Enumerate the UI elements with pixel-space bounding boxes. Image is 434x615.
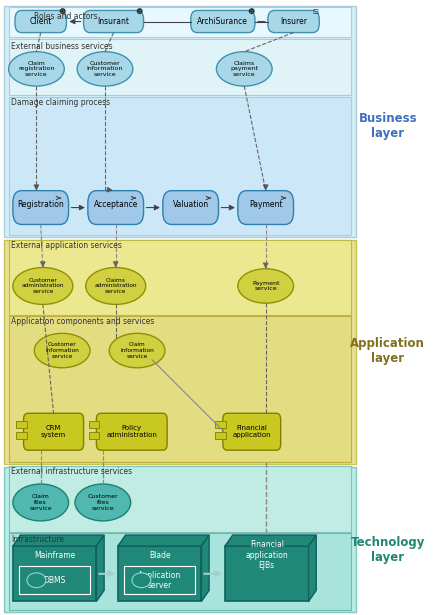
FancyBboxPatch shape xyxy=(9,7,352,37)
Text: Claims
payment
service: Claims payment service xyxy=(230,61,258,77)
Text: ☻: ☻ xyxy=(136,9,143,15)
Polygon shape xyxy=(309,535,316,601)
FancyBboxPatch shape xyxy=(163,191,219,224)
FancyBboxPatch shape xyxy=(9,466,352,532)
Ellipse shape xyxy=(132,573,151,588)
FancyBboxPatch shape xyxy=(88,191,144,224)
Text: ☻: ☻ xyxy=(247,9,254,15)
Text: Client: Client xyxy=(30,17,52,26)
Ellipse shape xyxy=(34,333,90,368)
FancyBboxPatch shape xyxy=(4,467,356,612)
Ellipse shape xyxy=(77,52,133,86)
Text: ArchiSurance: ArchiSurance xyxy=(197,17,248,26)
Text: External business services: External business services xyxy=(11,42,113,51)
Text: Customer
information
service: Customer information service xyxy=(87,61,123,77)
Text: Technology
layer: Technology layer xyxy=(351,536,425,565)
FancyBboxPatch shape xyxy=(4,240,356,464)
Text: Mainframe: Mainframe xyxy=(34,551,75,560)
Text: Infrastructure: Infrastructure xyxy=(11,535,64,544)
Text: Insurant: Insurant xyxy=(98,17,130,26)
FancyBboxPatch shape xyxy=(16,432,26,439)
Text: Financial
application: Financial application xyxy=(233,425,271,438)
Text: Damage claiming process: Damage claiming process xyxy=(11,98,110,108)
Text: Application components and services: Application components and services xyxy=(11,317,155,327)
FancyBboxPatch shape xyxy=(4,6,356,237)
Text: Claims
administration
service: Claims administration service xyxy=(95,278,137,294)
FancyBboxPatch shape xyxy=(215,421,226,428)
FancyBboxPatch shape xyxy=(84,10,144,33)
FancyBboxPatch shape xyxy=(16,421,26,428)
Ellipse shape xyxy=(75,484,131,521)
Text: Customer
administration
service: Customer administration service xyxy=(22,278,64,294)
FancyBboxPatch shape xyxy=(9,97,352,235)
Text: Payment
service: Payment service xyxy=(252,280,279,292)
Text: Application
layer: Application layer xyxy=(350,336,425,365)
Text: Customer
information
service: Customer information service xyxy=(45,343,79,359)
Text: CRM
system: CRM system xyxy=(41,425,66,438)
FancyBboxPatch shape xyxy=(13,191,69,224)
FancyBboxPatch shape xyxy=(191,10,255,33)
Text: Acceptance: Acceptance xyxy=(93,200,138,209)
FancyBboxPatch shape xyxy=(223,413,281,450)
Text: Application
server: Application server xyxy=(138,571,181,590)
Text: Claim
registration
service: Claim registration service xyxy=(18,61,55,77)
FancyBboxPatch shape xyxy=(9,39,352,95)
FancyBboxPatch shape xyxy=(238,191,293,224)
Ellipse shape xyxy=(13,484,69,521)
Ellipse shape xyxy=(109,333,165,368)
FancyBboxPatch shape xyxy=(124,566,195,594)
FancyBboxPatch shape xyxy=(89,432,99,439)
Ellipse shape xyxy=(27,573,46,588)
Text: Financial
application
EJBs: Financial application EJBs xyxy=(245,541,288,570)
Polygon shape xyxy=(118,535,209,546)
Polygon shape xyxy=(96,535,104,601)
FancyBboxPatch shape xyxy=(9,240,352,315)
FancyBboxPatch shape xyxy=(19,566,90,594)
Text: External infrastructure services: External infrastructure services xyxy=(11,467,132,477)
Text: Claim
information
service: Claim information service xyxy=(120,343,154,359)
Text: External application services: External application services xyxy=(11,241,122,250)
Text: Policy
administration: Policy administration xyxy=(106,425,157,438)
Text: ⊡: ⊡ xyxy=(312,9,318,15)
FancyBboxPatch shape xyxy=(9,316,352,462)
Ellipse shape xyxy=(13,268,73,304)
Text: Claim
files
service: Claim files service xyxy=(30,494,52,510)
Polygon shape xyxy=(225,535,316,546)
FancyBboxPatch shape xyxy=(23,413,84,450)
Text: Business
layer: Business layer xyxy=(358,112,417,140)
FancyBboxPatch shape xyxy=(215,432,226,439)
Ellipse shape xyxy=(85,268,146,304)
Ellipse shape xyxy=(238,269,293,303)
Text: DBMS: DBMS xyxy=(43,576,66,585)
Text: ☻: ☻ xyxy=(59,9,66,15)
FancyBboxPatch shape xyxy=(9,533,352,610)
FancyBboxPatch shape xyxy=(118,546,201,601)
Polygon shape xyxy=(201,535,209,601)
Text: Insurer: Insurer xyxy=(280,17,307,26)
FancyBboxPatch shape xyxy=(89,421,99,428)
FancyBboxPatch shape xyxy=(13,546,96,601)
Text: Customer
files
service: Customer files service xyxy=(88,494,118,510)
FancyBboxPatch shape xyxy=(96,413,167,450)
FancyBboxPatch shape xyxy=(15,10,66,33)
Text: Registration: Registration xyxy=(17,200,64,209)
FancyBboxPatch shape xyxy=(268,10,319,33)
Text: Valuation: Valuation xyxy=(173,200,209,209)
Ellipse shape xyxy=(217,52,272,86)
Text: Blade: Blade xyxy=(149,551,171,560)
Ellipse shape xyxy=(9,52,64,86)
Polygon shape xyxy=(13,535,104,546)
FancyBboxPatch shape xyxy=(225,546,309,601)
Text: Roles and actors: Roles and actors xyxy=(34,12,98,22)
Text: Payment: Payment xyxy=(249,200,283,209)
